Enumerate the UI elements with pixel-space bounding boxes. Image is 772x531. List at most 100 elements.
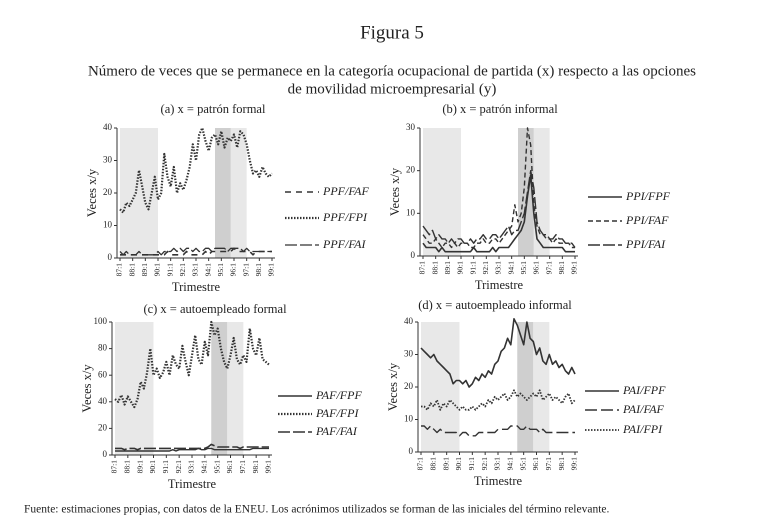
x-tick-label: 95:1: [216, 263, 225, 277]
x-tick-label: 96:1: [225, 460, 234, 474]
y-axis-label: Veces x/y: [80, 364, 94, 413]
x-tick-label: 88:1: [123, 460, 132, 474]
x-tick-label: 98:1: [557, 457, 566, 471]
x-tick-label: 95:1: [518, 457, 527, 471]
shaded-period: [423, 128, 461, 256]
x-axis-label: Trimestre: [474, 474, 523, 488]
x-tick-label: 87:1: [416, 457, 425, 471]
legend-label: PPF/FAF: [322, 184, 369, 198]
series-line: [115, 443, 269, 451]
y-tick-label: 40: [98, 396, 108, 406]
legend-label: PPF/FPI: [322, 210, 368, 224]
series-line: [119, 126, 273, 214]
shaded-period: [533, 128, 550, 256]
y-axis-label: Veces x/y: [386, 362, 400, 411]
y-tick-label: 80: [98, 343, 108, 353]
shaded-period: [518, 128, 534, 256]
x-tick-label: 88:1: [127, 263, 136, 277]
figure-subtitle: de movilidad microempresarial (y): [288, 81, 497, 97]
series-line: [119, 247, 272, 256]
y-tick-label: 20: [98, 422, 108, 432]
x-axis-label: Trimestre: [168, 477, 217, 491]
y-tick-label: 30: [406, 122, 416, 132]
y-axis-label: Veces x/y: [85, 168, 99, 217]
legend-label: PPI/FPF: [625, 189, 671, 203]
x-tick-label: 94:1: [203, 263, 212, 277]
x-tick-label: 99:1: [264, 460, 273, 474]
x-tick-label: 94:1: [506, 261, 515, 275]
x-tick-label: 90:1: [456, 261, 465, 275]
series-line: [421, 389, 576, 411]
x-tick-label: 92:1: [481, 261, 490, 275]
series-line: [422, 170, 576, 248]
y-tick-label: 20: [404, 381, 414, 391]
x-tick-label: 91:1: [468, 261, 477, 275]
x-tick-label: 98:1: [557, 261, 566, 275]
legend-label: PPF/FAI: [322, 237, 366, 251]
x-tick-label: 90:1: [454, 457, 463, 471]
y-tick-label: 60: [98, 369, 108, 379]
y-tick-label: 0: [409, 446, 414, 456]
legend-label: PAI/FPI: [622, 422, 663, 436]
y-tick-label: 40: [103, 122, 113, 132]
legend-label: PAI/FAF: [622, 402, 665, 416]
x-tick-label: 92:1: [178, 263, 187, 277]
y-tick-label: 100: [94, 316, 108, 326]
shaded-period: [215, 128, 231, 258]
x-tick-label: 89:1: [441, 457, 450, 471]
chart-title: (b) x = patrón informal: [442, 102, 558, 116]
x-tick-label: 97:1: [238, 460, 247, 474]
source-note: Fuente: estimaciones propias, con datos …: [24, 504, 609, 516]
y-tick-label: 20: [406, 165, 416, 175]
series-line: [115, 447, 269, 452]
series-line: [421, 425, 575, 437]
x-tick-label: 93:1: [187, 460, 196, 474]
x-tick-label: 89:1: [443, 261, 452, 275]
x-tick-label: 90:1: [153, 263, 162, 277]
legend-label: PPI/FAI: [625, 237, 666, 251]
x-tick-label: 87:1: [110, 460, 119, 474]
x-tick-label: 91:1: [161, 460, 170, 474]
series-line: [420, 318, 576, 388]
x-tick-label: 99:1: [570, 261, 579, 275]
chart-title: (a) x = patrón formal: [161, 102, 266, 116]
x-tick-label: 96:1: [532, 261, 541, 275]
x-tick-label: 89:1: [140, 263, 149, 277]
x-tick-label: 93:1: [494, 261, 503, 275]
shaded-period: [211, 322, 228, 455]
legend-label: PPI/FAF: [625, 213, 669, 227]
figure-title: Figura 5: [360, 22, 424, 43]
x-tick-label: 94:1: [506, 457, 515, 471]
y-tick-label: 20: [103, 187, 113, 197]
x-tick-label: 91:1: [165, 263, 174, 277]
y-tick-label: 10: [406, 207, 416, 217]
series-line: [422, 174, 575, 253]
x-tick-label: 94:1: [200, 460, 209, 474]
x-tick-label: 96:1: [531, 457, 540, 471]
x-tick-label: 97:1: [241, 263, 250, 277]
shaded-period: [517, 322, 534, 452]
y-tick-label: 0: [411, 250, 416, 260]
x-tick-label: 97:1: [544, 457, 553, 471]
x-tick-label: 91:1: [467, 457, 476, 471]
chart-title: (c) x = autoempleado formal: [143, 302, 287, 316]
shaded-period: [230, 128, 247, 258]
x-tick-label: 87:1: [418, 261, 427, 275]
x-tick-label: 88:1: [429, 457, 438, 471]
x-tick-label: 87:1: [115, 263, 124, 277]
legend-label: PAF/FAI: [315, 424, 358, 438]
y-tick-label: 10: [404, 414, 414, 424]
x-tick-label: 93:1: [493, 457, 502, 471]
chart-title: (d) x = autoempleado informal: [418, 298, 572, 312]
x-tick-label: 99:1: [570, 457, 579, 471]
x-tick-label: 90:1: [148, 460, 157, 474]
x-tick-label: 93:1: [191, 263, 200, 277]
x-tick-label: 98:1: [251, 460, 260, 474]
x-tick-label: 95:1: [519, 261, 528, 275]
x-tick-label: 96:1: [229, 263, 238, 277]
x-tick-label: 89:1: [135, 460, 144, 474]
y-tick-label: 0: [103, 449, 108, 459]
y-tick-label: 0: [108, 252, 113, 262]
legend-label: PAF/FPI: [315, 406, 359, 420]
